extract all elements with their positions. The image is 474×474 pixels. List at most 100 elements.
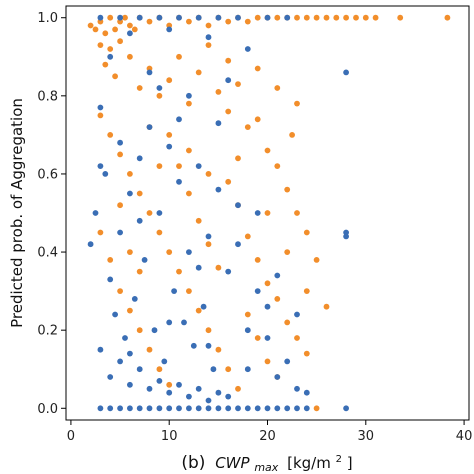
- scatter-point-s0-61: [289, 132, 295, 138]
- scatter-point-s1-0: [87, 241, 94, 248]
- scatter-point-s0-49: [215, 89, 222, 95]
- scatter-point-s1-68: [235, 405, 241, 412]
- scatter-point-s1-3: [102, 171, 109, 177]
- scatter-point-s1-27: [225, 268, 232, 275]
- scatter-point-s1-23: [200, 303, 207, 310]
- scatter-point-s1-38: [343, 233, 349, 240]
- scatter-point-s1-48: [176, 381, 182, 388]
- scatter-point-s1-45: [146, 385, 153, 392]
- scatter-point-s1-102: [254, 210, 261, 216]
- scatter-point-s0-84: [166, 381, 173, 388]
- scatter-point-s1-98: [176, 116, 182, 123]
- y-axis-label: Predicted prob. of Aggregation: [8, 98, 26, 328]
- scatter-point-s1-60: [156, 405, 163, 412]
- scatter-point-s0-99: [313, 405, 320, 412]
- scatter-point-s1-50: [195, 385, 202, 392]
- scatter-point-s0-46: [166, 77, 173, 84]
- scatter-point-s1-10: [136, 155, 143, 162]
- scatter-point-s0-28: [313, 14, 320, 21]
- y-tick-label: 0.0: [37, 402, 58, 417]
- scatter-point-s0-48: [195, 69, 202, 76]
- x-axis-label-var: CWP: [215, 454, 250, 472]
- scatter-point-s1-86: [126, 30, 133, 37]
- scatter-point-s1-69: [244, 405, 251, 412]
- scatter-point-s1-71: [264, 405, 271, 412]
- scatter-point-s0-50: [225, 108, 232, 115]
- scatter-point-s0-103: [254, 65, 261, 72]
- scatter-point-s1-24: [205, 233, 212, 240]
- scatter-point-s1-1: [92, 210, 99, 216]
- scatter-point-s1-84: [264, 14, 271, 21]
- scatter-point-s1-17: [171, 288, 178, 294]
- scatter-point-s1-77: [117, 14, 123, 21]
- scatter-point-s0-59: [313, 257, 320, 263]
- scatter-point-s0-54: [264, 147, 271, 154]
- scatter-point-s0-115: [136, 268, 143, 275]
- scatter-point-s1-93: [244, 46, 251, 52]
- scatter-point-s0-60: [323, 303, 330, 310]
- scatter-point-s1-20: [186, 249, 192, 256]
- scatter-point-s0-119: [254, 335, 261, 341]
- scatter-point-s1-12: [146, 124, 153, 130]
- scatter-point-s1-99: [195, 264, 202, 271]
- scatter-point-s0-11: [146, 18, 153, 25]
- scatter-point-s0-113: [117, 202, 123, 209]
- scatter-point-s0-40: [126, 53, 133, 60]
- scatter-point-s1-41: [107, 374, 114, 380]
- scatter-point-s1-16: [166, 143, 173, 150]
- scatter-point-s0-110: [264, 210, 271, 216]
- scatter-point-s1-56: [117, 405, 123, 412]
- scatter-point-s0-33: [362, 14, 369, 21]
- scatter-point-s1-103: [274, 272, 281, 279]
- scatter-point-s0-85: [176, 163, 182, 170]
- x-axis-label-unit: [kg/m: [287, 454, 331, 472]
- scatter-point-s1-25: [210, 366, 217, 373]
- scatter-point-s1-4: [107, 276, 114, 283]
- scatter-point-s0-26: [294, 14, 300, 21]
- scatter-point-s0-9: [131, 26, 138, 33]
- x-axis-label-prefix: (b): [181, 453, 205, 473]
- scatter-point-s0-15: [186, 18, 192, 25]
- scatter-point-s0-73: [205, 327, 212, 334]
- scatter-point-s0-42: [112, 73, 118, 80]
- scatter-point-s0-31: [343, 14, 349, 21]
- scatter-point-s0-57: [294, 210, 300, 216]
- scatter-point-s1-47: [166, 389, 173, 396]
- scatter-point-s1-42: [117, 358, 123, 365]
- x-axis-label-sub: max: [254, 461, 278, 474]
- scatter-point-s1-100: [215, 186, 222, 193]
- scatter-point-s1-79: [156, 14, 163, 21]
- scatter-point-s0-67: [146, 210, 153, 216]
- scatter-point-s1-6: [117, 229, 123, 236]
- scatter-point-s1-21: [190, 342, 197, 349]
- scatter-point-s0-3: [102, 30, 109, 37]
- scatter-point-s1-65: [205, 405, 212, 412]
- scatter-point-s1-2: [97, 104, 104, 111]
- scatter-point-s0-77: [97, 229, 104, 236]
- scatter-point-s0-93: [254, 257, 261, 263]
- scatter-point-s0-56: [284, 186, 291, 193]
- scatter-point-s1-31: [264, 335, 271, 341]
- scatter-point-s1-70: [254, 405, 261, 412]
- scatter-point-s0-43: [136, 85, 143, 91]
- scatter-point-s1-89: [107, 53, 114, 60]
- scatter-point-s0-27: [303, 14, 310, 21]
- scatter-point-s0-63: [107, 132, 114, 138]
- scatter-point-s0-32: [353, 14, 359, 21]
- scatter-point-s1-61: [166, 405, 173, 412]
- scatter-point-s1-49: [186, 393, 192, 400]
- scatter-point-s1-18: [176, 178, 182, 185]
- scatter-point-s0-22: [254, 14, 261, 21]
- scatter-point-s1-62: [176, 405, 182, 412]
- y-tick-label: 1.0: [37, 11, 58, 26]
- scatter-point-s1-13: [151, 327, 158, 334]
- scatter-point-s0-62: [97, 112, 104, 119]
- x-tick-label: 20: [259, 429, 276, 444]
- scatter-point-s1-74: [294, 405, 300, 412]
- scatter-point-s1-58: [136, 405, 143, 412]
- scatter-point-s0-21: [244, 18, 251, 25]
- scatter-point-s0-74: [215, 346, 222, 353]
- scatter-point-s0-112: [303, 288, 310, 294]
- scatter-point-s0-111: [284, 249, 291, 256]
